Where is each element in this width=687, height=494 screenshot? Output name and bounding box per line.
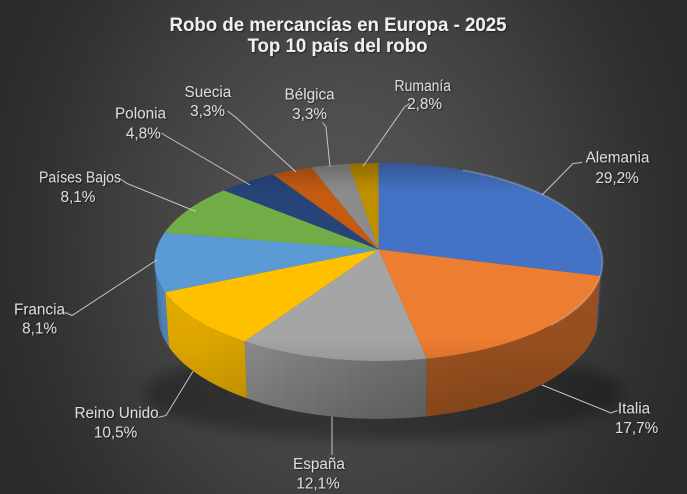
svg-text:Italia: Italia: [618, 401, 651, 418]
svg-text:España: España: [293, 456, 345, 473]
svg-text:Reino Unido: Reino Unido: [75, 405, 159, 422]
svg-text:8,1%: 8,1%: [22, 321, 57, 338]
svg-text:Top 10 país del robo: Top 10 país del robo: [248, 36, 428, 57]
svg-text:29,2%: 29,2%: [595, 170, 639, 187]
svg-text:3,3%: 3,3%: [190, 103, 225, 120]
svg-text:2,8%: 2,8%: [407, 96, 442, 113]
svg-text:Rumanía: Rumanía: [395, 78, 452, 95]
svg-text:Robo de mercancías en Europa: Robo de mercancías en Europa - 2025: [170, 15, 507, 36]
svg-text:Bélgica: Bélgica: [285, 87, 336, 104]
svg-text:Países Bajos: Países Bajos: [39, 169, 121, 186]
svg-text:Suecia: Suecia: [185, 84, 232, 101]
svg-text:Polonia: Polonia: [115, 106, 167, 123]
svg-text:8,1%: 8,1%: [60, 189, 95, 206]
svg-text:10,5%: 10,5%: [94, 425, 138, 442]
svg-text:Alemania: Alemania: [586, 150, 650, 167]
svg-text:3,3%: 3,3%: [292, 106, 327, 123]
svg-text:Francia: Francia: [14, 301, 65, 318]
svg-text:4,8%: 4,8%: [126, 125, 161, 142]
svg-text:17,7%: 17,7%: [615, 420, 659, 437]
svg-text:12,1%: 12,1%: [296, 476, 340, 493]
